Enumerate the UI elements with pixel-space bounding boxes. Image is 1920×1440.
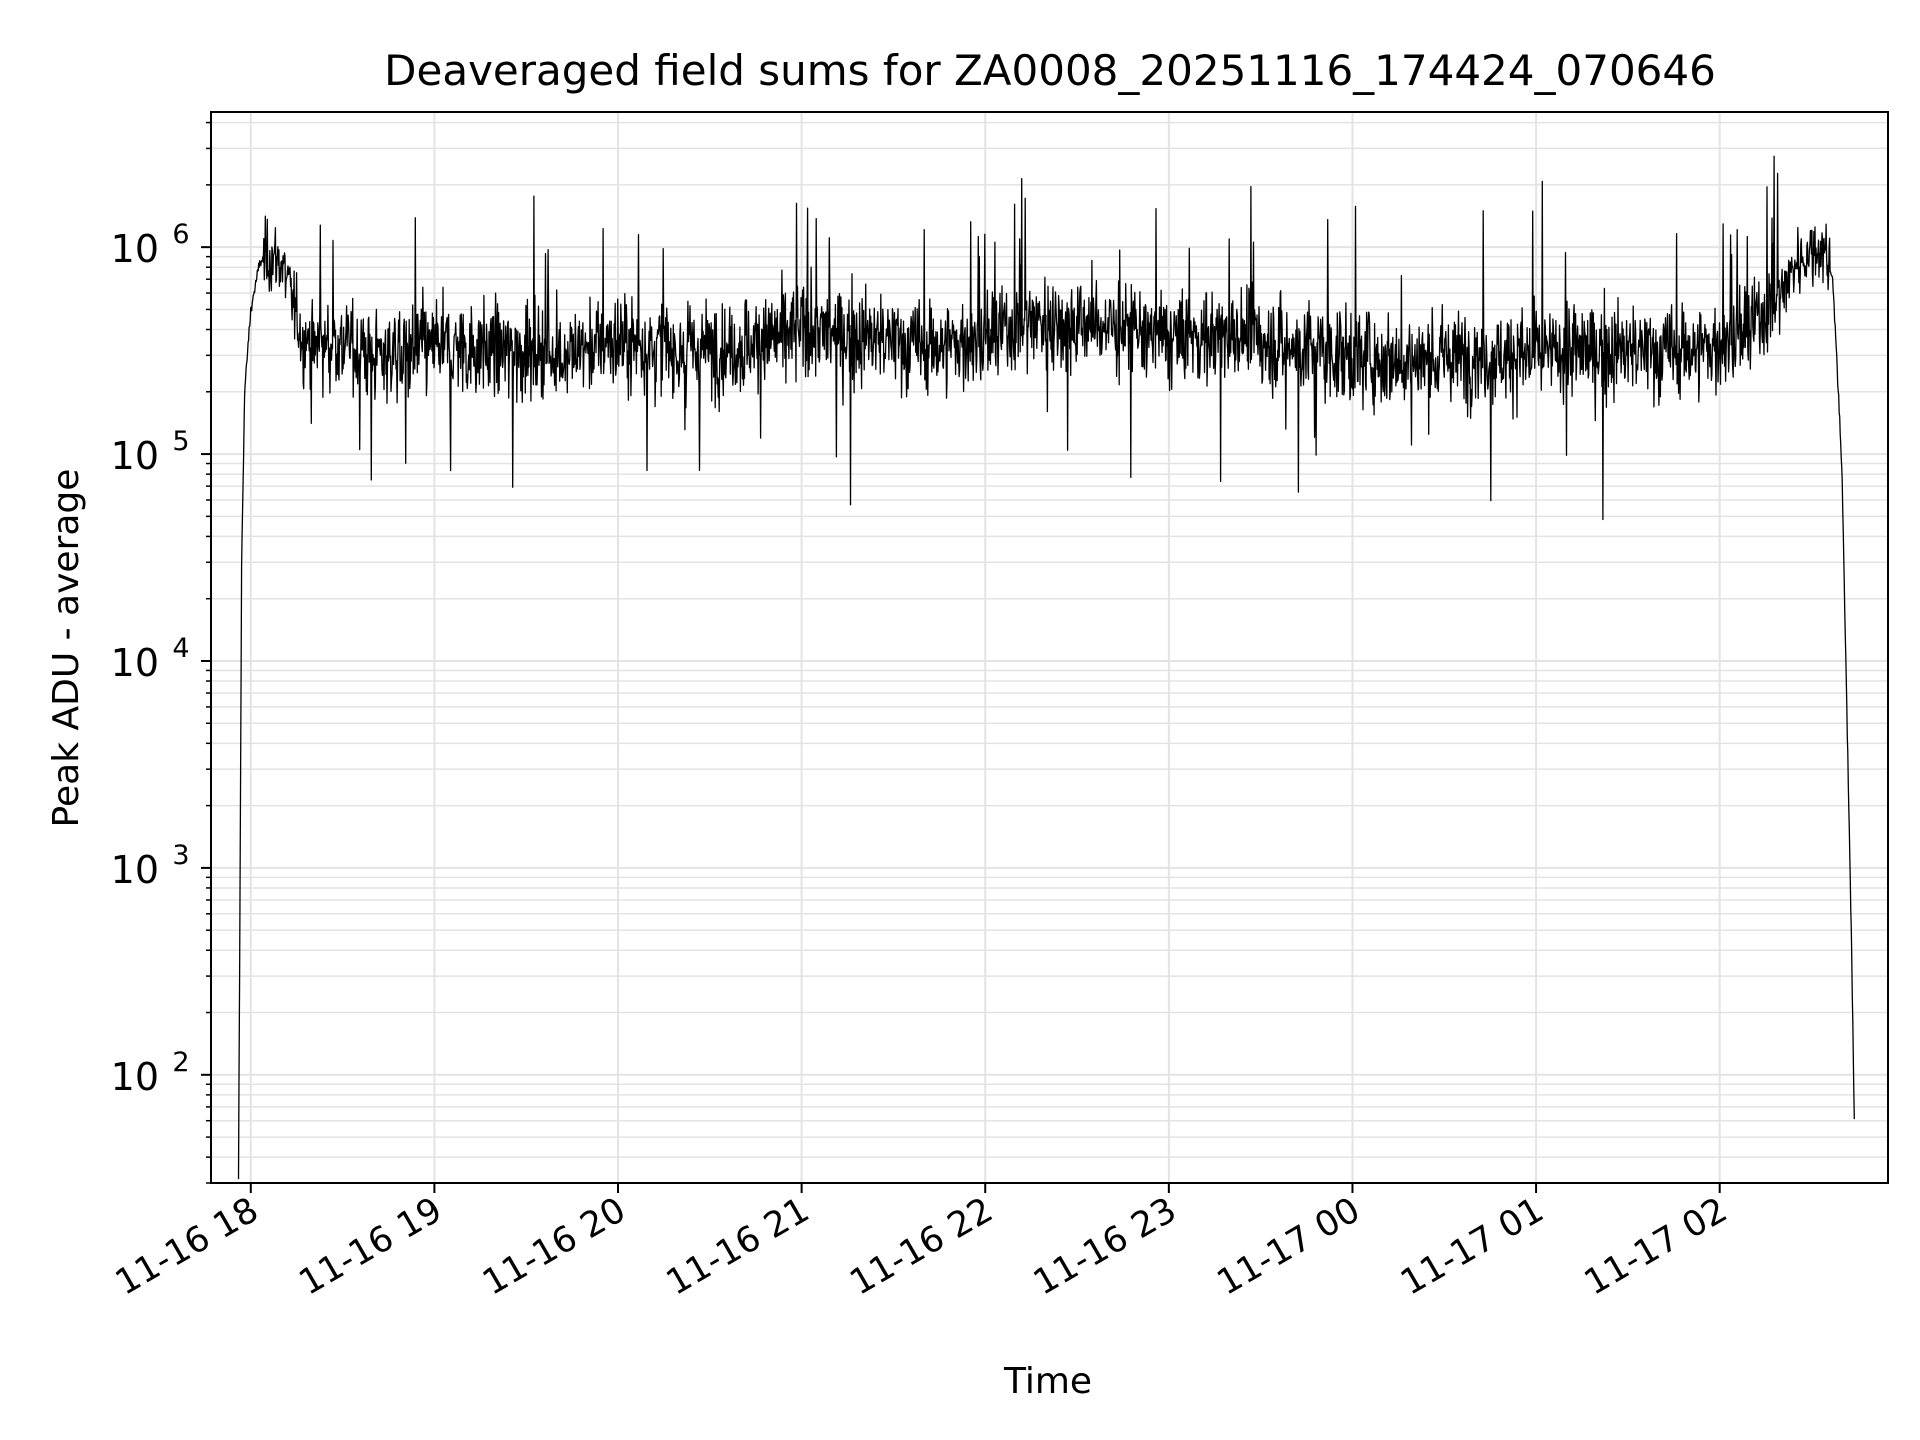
y-tick-exponent: 5 xyxy=(172,426,189,457)
chart-title: Deaveraged field sums for ZA0008_2025111… xyxy=(384,46,1716,95)
y-tick-label: 10 xyxy=(111,434,159,478)
series-line xyxy=(237,155,1855,1180)
series-layer xyxy=(237,155,1855,1180)
y-axis-label: Peak ADU - average xyxy=(46,469,87,828)
y-axis: 10 2 10 3 10 4 10 5 10 6 xyxy=(111,121,211,1184)
y-tick-exponent: 4 xyxy=(172,633,189,664)
grid-lines xyxy=(211,112,1888,1184)
y-tick-exponent: 2 xyxy=(172,1047,189,1078)
y-tick-exponent: 3 xyxy=(172,840,189,871)
plot-frame xyxy=(210,111,1889,1184)
y-tick-label: 10 xyxy=(111,848,159,892)
y-tick-exponent: 6 xyxy=(172,219,189,250)
x-axis-label: Time xyxy=(1003,1361,1092,1402)
y-tick-label: 10 xyxy=(111,227,159,271)
y-tick-label: 10 xyxy=(111,1055,159,1099)
y-tick-label: 10 xyxy=(111,641,159,685)
